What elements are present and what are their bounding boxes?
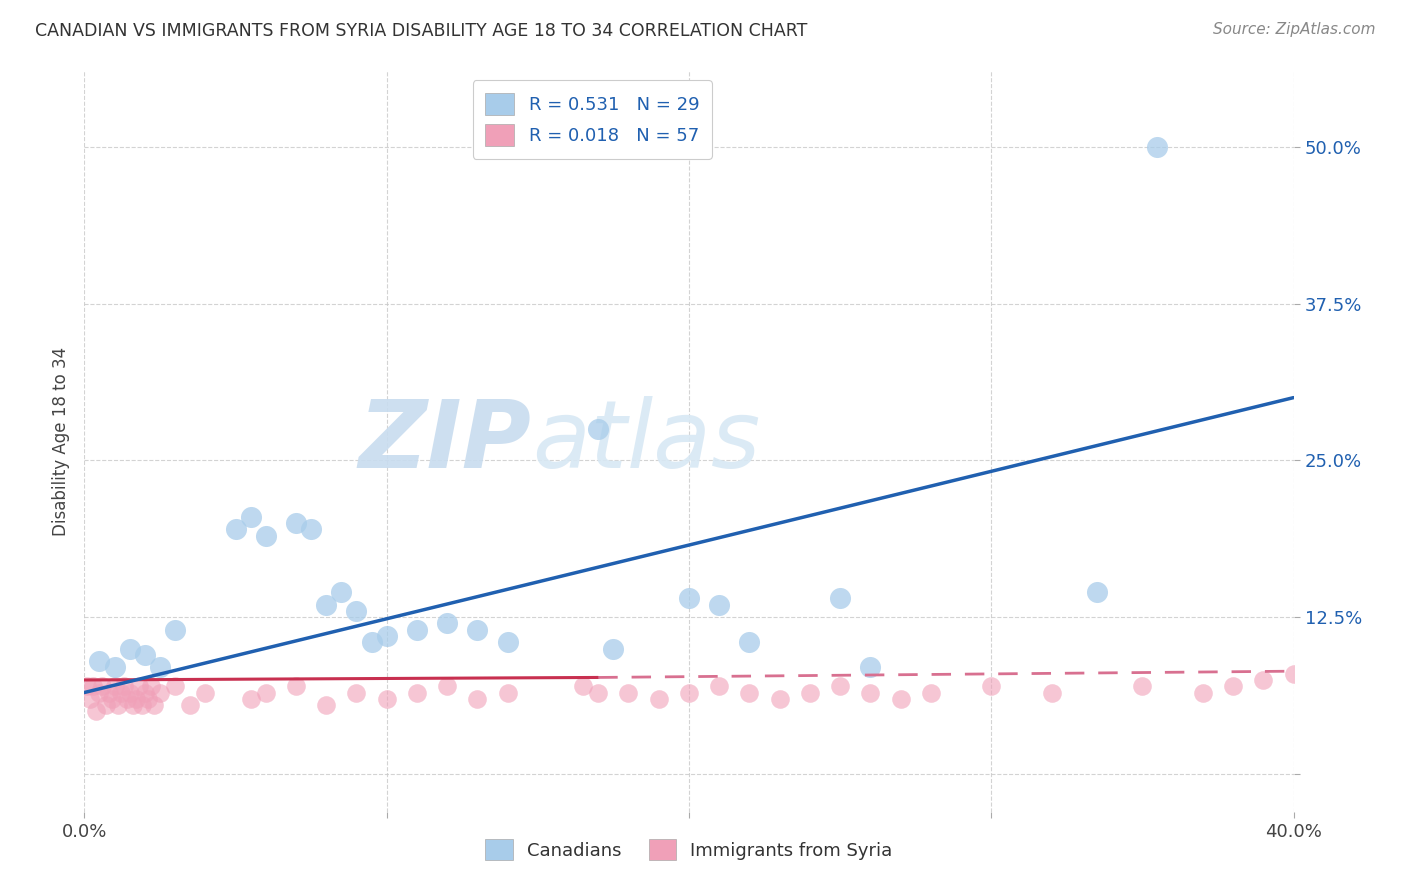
Point bbox=[100, 691, 122, 706]
Point bbox=[79, 691, 101, 706]
Point bbox=[346, 685, 368, 699]
Point bbox=[330, 585, 353, 599]
Point bbox=[299, 522, 322, 536]
Point bbox=[830, 679, 852, 693]
Point bbox=[360, 635, 382, 649]
Point bbox=[1130, 679, 1153, 693]
Point bbox=[436, 616, 458, 631]
Text: atlas: atlas bbox=[531, 396, 761, 487]
Point bbox=[112, 679, 135, 693]
Text: Source: ZipAtlas.com: Source: ZipAtlas.com bbox=[1212, 22, 1375, 37]
Text: ZIP: ZIP bbox=[359, 395, 531, 488]
Point bbox=[104, 679, 127, 693]
Point bbox=[496, 635, 519, 649]
Point bbox=[315, 598, 337, 612]
Point bbox=[859, 685, 882, 699]
Point bbox=[678, 685, 700, 699]
Point bbox=[799, 685, 821, 699]
Point bbox=[115, 691, 138, 706]
Point bbox=[375, 691, 398, 706]
Point bbox=[118, 685, 141, 699]
Point bbox=[859, 660, 882, 674]
Point bbox=[830, 591, 852, 606]
Point bbox=[94, 698, 117, 712]
Point bbox=[436, 679, 458, 693]
Point bbox=[104, 660, 127, 674]
Point bbox=[89, 685, 111, 699]
Point bbox=[315, 698, 337, 712]
Point bbox=[125, 691, 148, 706]
Point bbox=[254, 685, 277, 699]
Point bbox=[467, 691, 489, 706]
Point bbox=[239, 509, 262, 524]
Point bbox=[225, 522, 247, 536]
Point bbox=[920, 685, 942, 699]
Point bbox=[709, 598, 731, 612]
Point bbox=[121, 698, 143, 712]
Point bbox=[617, 685, 640, 699]
Point bbox=[769, 691, 792, 706]
Point bbox=[1282, 666, 1305, 681]
Point bbox=[375, 629, 398, 643]
Point bbox=[406, 623, 429, 637]
Point bbox=[179, 698, 201, 712]
Point bbox=[1085, 585, 1108, 599]
Point bbox=[134, 648, 156, 662]
Point bbox=[91, 679, 114, 693]
Point bbox=[131, 698, 153, 712]
Point bbox=[1253, 673, 1275, 687]
Point bbox=[149, 685, 172, 699]
Point bbox=[194, 685, 217, 699]
Point bbox=[1040, 685, 1063, 699]
Point bbox=[1192, 685, 1215, 699]
Point bbox=[602, 641, 624, 656]
Point bbox=[1222, 679, 1244, 693]
Point bbox=[149, 660, 172, 674]
Point bbox=[588, 422, 610, 436]
Point bbox=[980, 679, 1002, 693]
Point bbox=[134, 685, 156, 699]
Point bbox=[467, 623, 489, 637]
Point bbox=[142, 698, 165, 712]
Point bbox=[110, 685, 132, 699]
Point bbox=[76, 679, 98, 693]
Point bbox=[89, 654, 111, 668]
Point bbox=[97, 685, 120, 699]
Y-axis label: Disability Age 18 to 34: Disability Age 18 to 34 bbox=[52, 347, 70, 536]
Point bbox=[738, 685, 761, 699]
Point bbox=[139, 679, 162, 693]
Point bbox=[165, 623, 187, 637]
Point bbox=[890, 691, 912, 706]
Point bbox=[588, 685, 610, 699]
Point bbox=[1146, 139, 1168, 153]
Point bbox=[82, 679, 104, 693]
Point bbox=[136, 691, 159, 706]
Legend: Canadians, Immigrants from Syria: Canadians, Immigrants from Syria bbox=[477, 830, 901, 870]
Point bbox=[165, 679, 187, 693]
Point bbox=[648, 691, 671, 706]
Text: CANADIAN VS IMMIGRANTS FROM SYRIA DISABILITY AGE 18 TO 34 CORRELATION CHART: CANADIAN VS IMMIGRANTS FROM SYRIA DISABI… bbox=[35, 22, 807, 40]
Point bbox=[239, 691, 262, 706]
Point bbox=[254, 529, 277, 543]
Point bbox=[285, 679, 308, 693]
Point bbox=[285, 516, 308, 530]
Point bbox=[406, 685, 429, 699]
Point bbox=[572, 679, 595, 693]
Point bbox=[738, 635, 761, 649]
Point bbox=[107, 698, 129, 712]
Point bbox=[118, 641, 141, 656]
Point bbox=[86, 704, 108, 718]
Point bbox=[496, 685, 519, 699]
Point bbox=[128, 679, 150, 693]
Point bbox=[709, 679, 731, 693]
Point bbox=[678, 591, 700, 606]
Point bbox=[346, 604, 368, 618]
